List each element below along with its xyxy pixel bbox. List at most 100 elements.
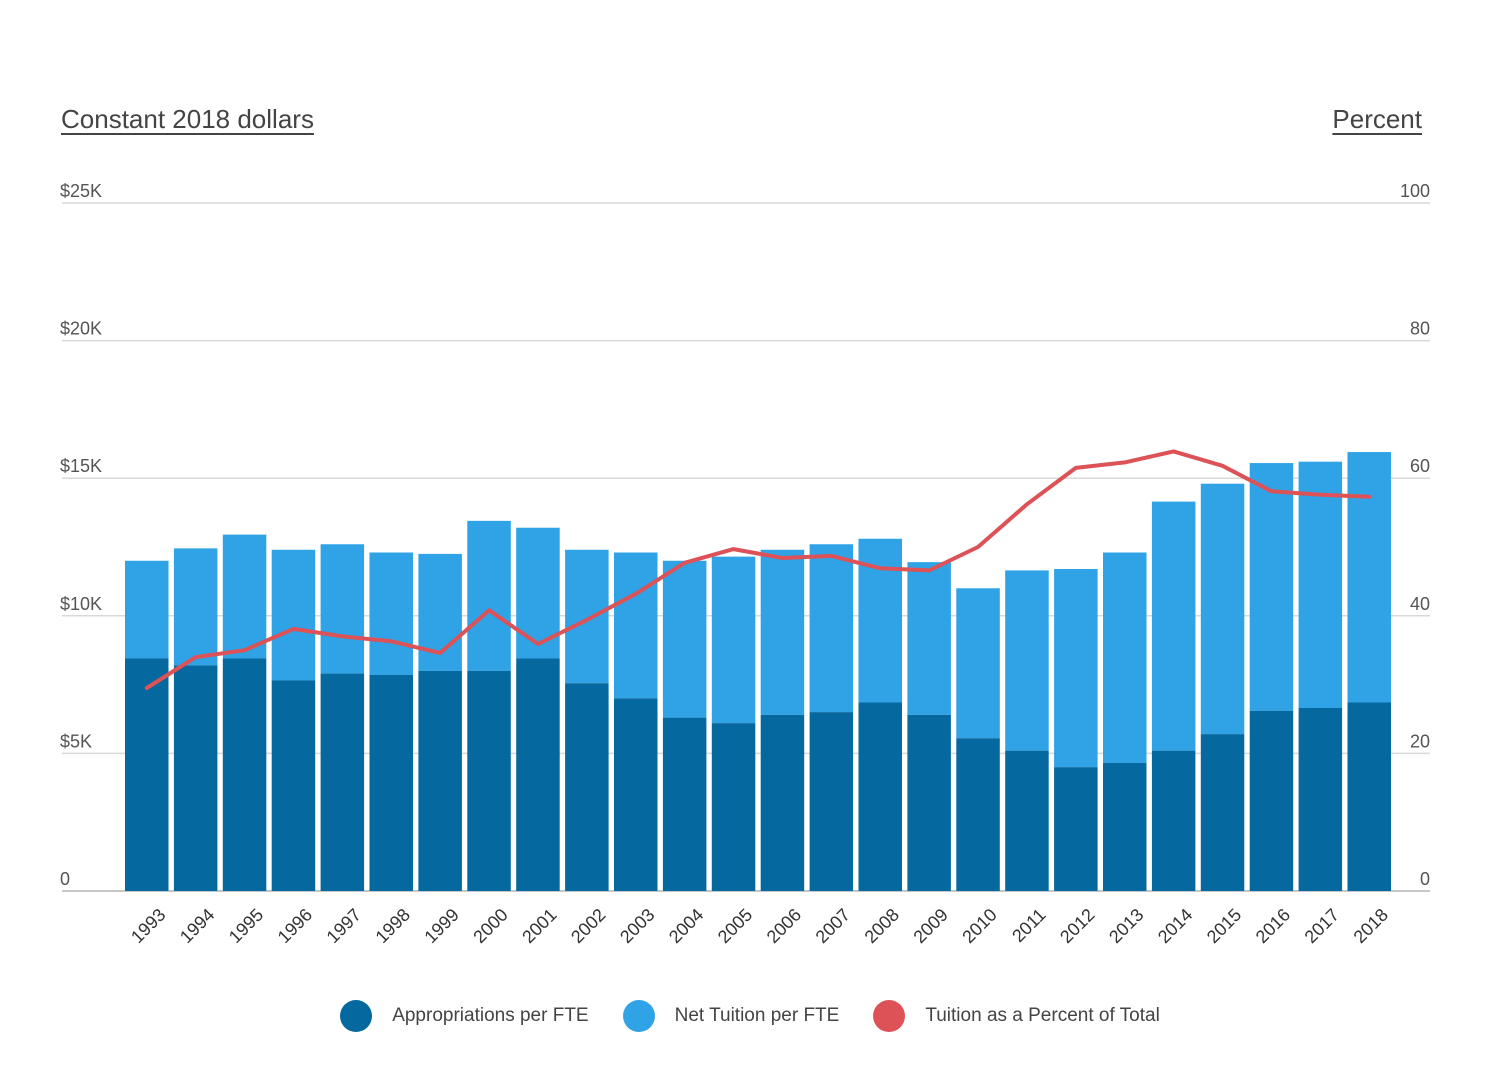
bar-net-tuition xyxy=(1005,570,1049,751)
x-tick-label: 2013 xyxy=(1105,905,1147,947)
x-tick-label: 1993 xyxy=(127,905,169,947)
bar-net-tuition xyxy=(711,556,756,724)
bar-appropriations xyxy=(1054,767,1098,891)
x-tick-label: 2001 xyxy=(518,905,560,947)
x-tick-label: 2008 xyxy=(861,905,903,947)
legend-swatch-net-tuition xyxy=(622,1000,655,1032)
bar-net-tuition xyxy=(1298,461,1343,708)
bar-net-tuition xyxy=(173,548,218,666)
x-tick-label: 1995 xyxy=(225,905,267,947)
legend-item-appropriations[interactable]: Appropriations per FTE xyxy=(340,1000,589,1032)
bar-appropriations xyxy=(760,714,805,891)
bar-net-tuition xyxy=(662,560,707,718)
bar-appropriations xyxy=(418,670,462,891)
x-tick-label: 2011 xyxy=(1008,905,1050,947)
bar-net-tuition xyxy=(1103,552,1147,764)
bar-net-tuition xyxy=(760,549,805,715)
legend-item-tuition-percent[interactable]: Tuition as a Percent of Total xyxy=(873,1000,1160,1032)
legend-label-tuition-percent: Tuition as a Percent of Total xyxy=(925,1005,1160,1026)
legend-label-appropriations: Appropriations per FTE xyxy=(392,1005,589,1026)
x-tick-label: 2009 xyxy=(909,905,951,947)
bar-net-tuition xyxy=(614,552,658,699)
left-tick-label: $20K xyxy=(60,319,102,339)
bar-appropriations xyxy=(565,683,609,891)
x-tick-label: 1997 xyxy=(323,905,365,947)
x-tick-label: 2006 xyxy=(763,905,805,947)
x-tick-label: 2018 xyxy=(1350,905,1392,947)
x-tick-label: 1998 xyxy=(372,905,414,947)
x-tick-label: 2012 xyxy=(1056,905,1098,947)
right-tick-label: 0 xyxy=(1420,869,1430,889)
bar-appropriations xyxy=(662,717,707,891)
bar-net-tuition xyxy=(1054,569,1098,768)
x-tick-label: 2015 xyxy=(1203,905,1245,947)
bar-appropriations xyxy=(222,658,267,891)
left-tick-label: $5K xyxy=(60,731,92,751)
line-tuition-percent xyxy=(144,449,1372,690)
left-axis-ticks: 0 $5K $10K $15K $20K $25K xyxy=(60,181,102,889)
x-tick-label: 1999 xyxy=(420,905,462,947)
right-axis-title: Percent xyxy=(1332,104,1422,134)
x-tick-label: 2005 xyxy=(714,905,756,947)
bar-net-tuition xyxy=(956,588,1000,739)
bar-net-tuition xyxy=(1200,483,1245,735)
x-tick-label: 2002 xyxy=(567,905,609,947)
left-tick-label: 0 xyxy=(60,869,70,889)
bar-net-tuition xyxy=(467,520,511,671)
bar-net-tuition xyxy=(271,549,316,681)
bar-net-tuition xyxy=(1347,452,1391,703)
x-tick-label: 2007 xyxy=(812,905,854,947)
right-tick-label: 20 xyxy=(1410,731,1430,751)
left-tick-label: $10K xyxy=(60,594,102,614)
bar-appropriations xyxy=(907,714,951,891)
x-tick-label: 1996 xyxy=(274,905,316,947)
bar-appropriations xyxy=(858,702,902,891)
bar-net-tuition xyxy=(369,552,413,675)
legend-item-net-tuition[interactable]: Net Tuition per FTE xyxy=(622,1000,840,1032)
bar-appropriations xyxy=(711,723,756,891)
left-tick-label: $15K xyxy=(60,456,102,476)
bar-appropriations xyxy=(1298,707,1343,891)
x-tick-label: 2010 xyxy=(958,905,1000,947)
left-axis-title: Constant 2018 dollars xyxy=(61,104,314,134)
bar-appropriations xyxy=(125,658,169,891)
right-axis-ticks: 0 20 40 60 80 100 xyxy=(1400,181,1430,889)
x-axis-ticks: 1993 1994 1995 1996 1997 1998 1999 2000 2001 2002… xyxy=(127,905,1392,947)
bar-appropriations xyxy=(1347,702,1391,891)
bar-appropriations xyxy=(271,680,316,891)
bar-appropriations xyxy=(956,738,1000,891)
x-tick-label: 2004 xyxy=(665,905,707,947)
legend-swatch-tuition-percent xyxy=(873,1000,906,1032)
x-tick-label: 2016 xyxy=(1252,905,1294,947)
x-tick-label: 2000 xyxy=(469,905,511,947)
legend: Appropriations per FTE Net Tuition per F… xyxy=(0,1000,1500,1032)
right-tick-label: 80 xyxy=(1410,319,1430,339)
bar-net-tuition xyxy=(1151,501,1196,751)
bar-net-tuition xyxy=(565,549,609,684)
bar-appropriations xyxy=(516,658,560,891)
left-tick-label: $25K xyxy=(60,181,102,201)
bar-net-tuition xyxy=(1249,463,1294,711)
bars xyxy=(125,452,1391,891)
legend-label-net-tuition: Net Tuition per FTE xyxy=(674,1005,840,1026)
bar-appropriations xyxy=(1005,750,1049,891)
x-tick-label: 2014 xyxy=(1154,905,1196,947)
bar-appropriations xyxy=(1249,710,1294,891)
bar-appropriations xyxy=(1151,750,1196,891)
right-tick-label: 100 xyxy=(1400,181,1430,201)
bar-appropriations xyxy=(369,674,413,891)
bar-appropriations xyxy=(320,673,365,891)
bar-appropriations xyxy=(809,712,854,891)
x-tick-label: 2003 xyxy=(616,905,658,947)
bar-net-tuition xyxy=(516,527,560,659)
bar-appropriations xyxy=(173,665,218,891)
bar-net-tuition xyxy=(222,534,267,659)
bar-net-tuition xyxy=(907,562,951,715)
right-tick-label: 60 xyxy=(1410,456,1430,476)
right-tick-label: 40 xyxy=(1410,594,1430,614)
bar-appropriations xyxy=(1103,763,1147,891)
percent-line xyxy=(144,449,1372,690)
legend-swatch-appropriations xyxy=(340,1000,373,1032)
bar-net-tuition xyxy=(320,544,365,674)
